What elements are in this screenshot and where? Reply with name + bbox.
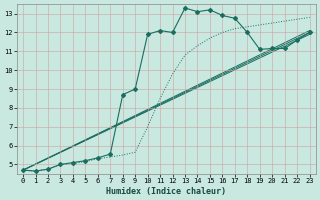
X-axis label: Humidex (Indice chaleur): Humidex (Indice chaleur) [106,187,226,196]
